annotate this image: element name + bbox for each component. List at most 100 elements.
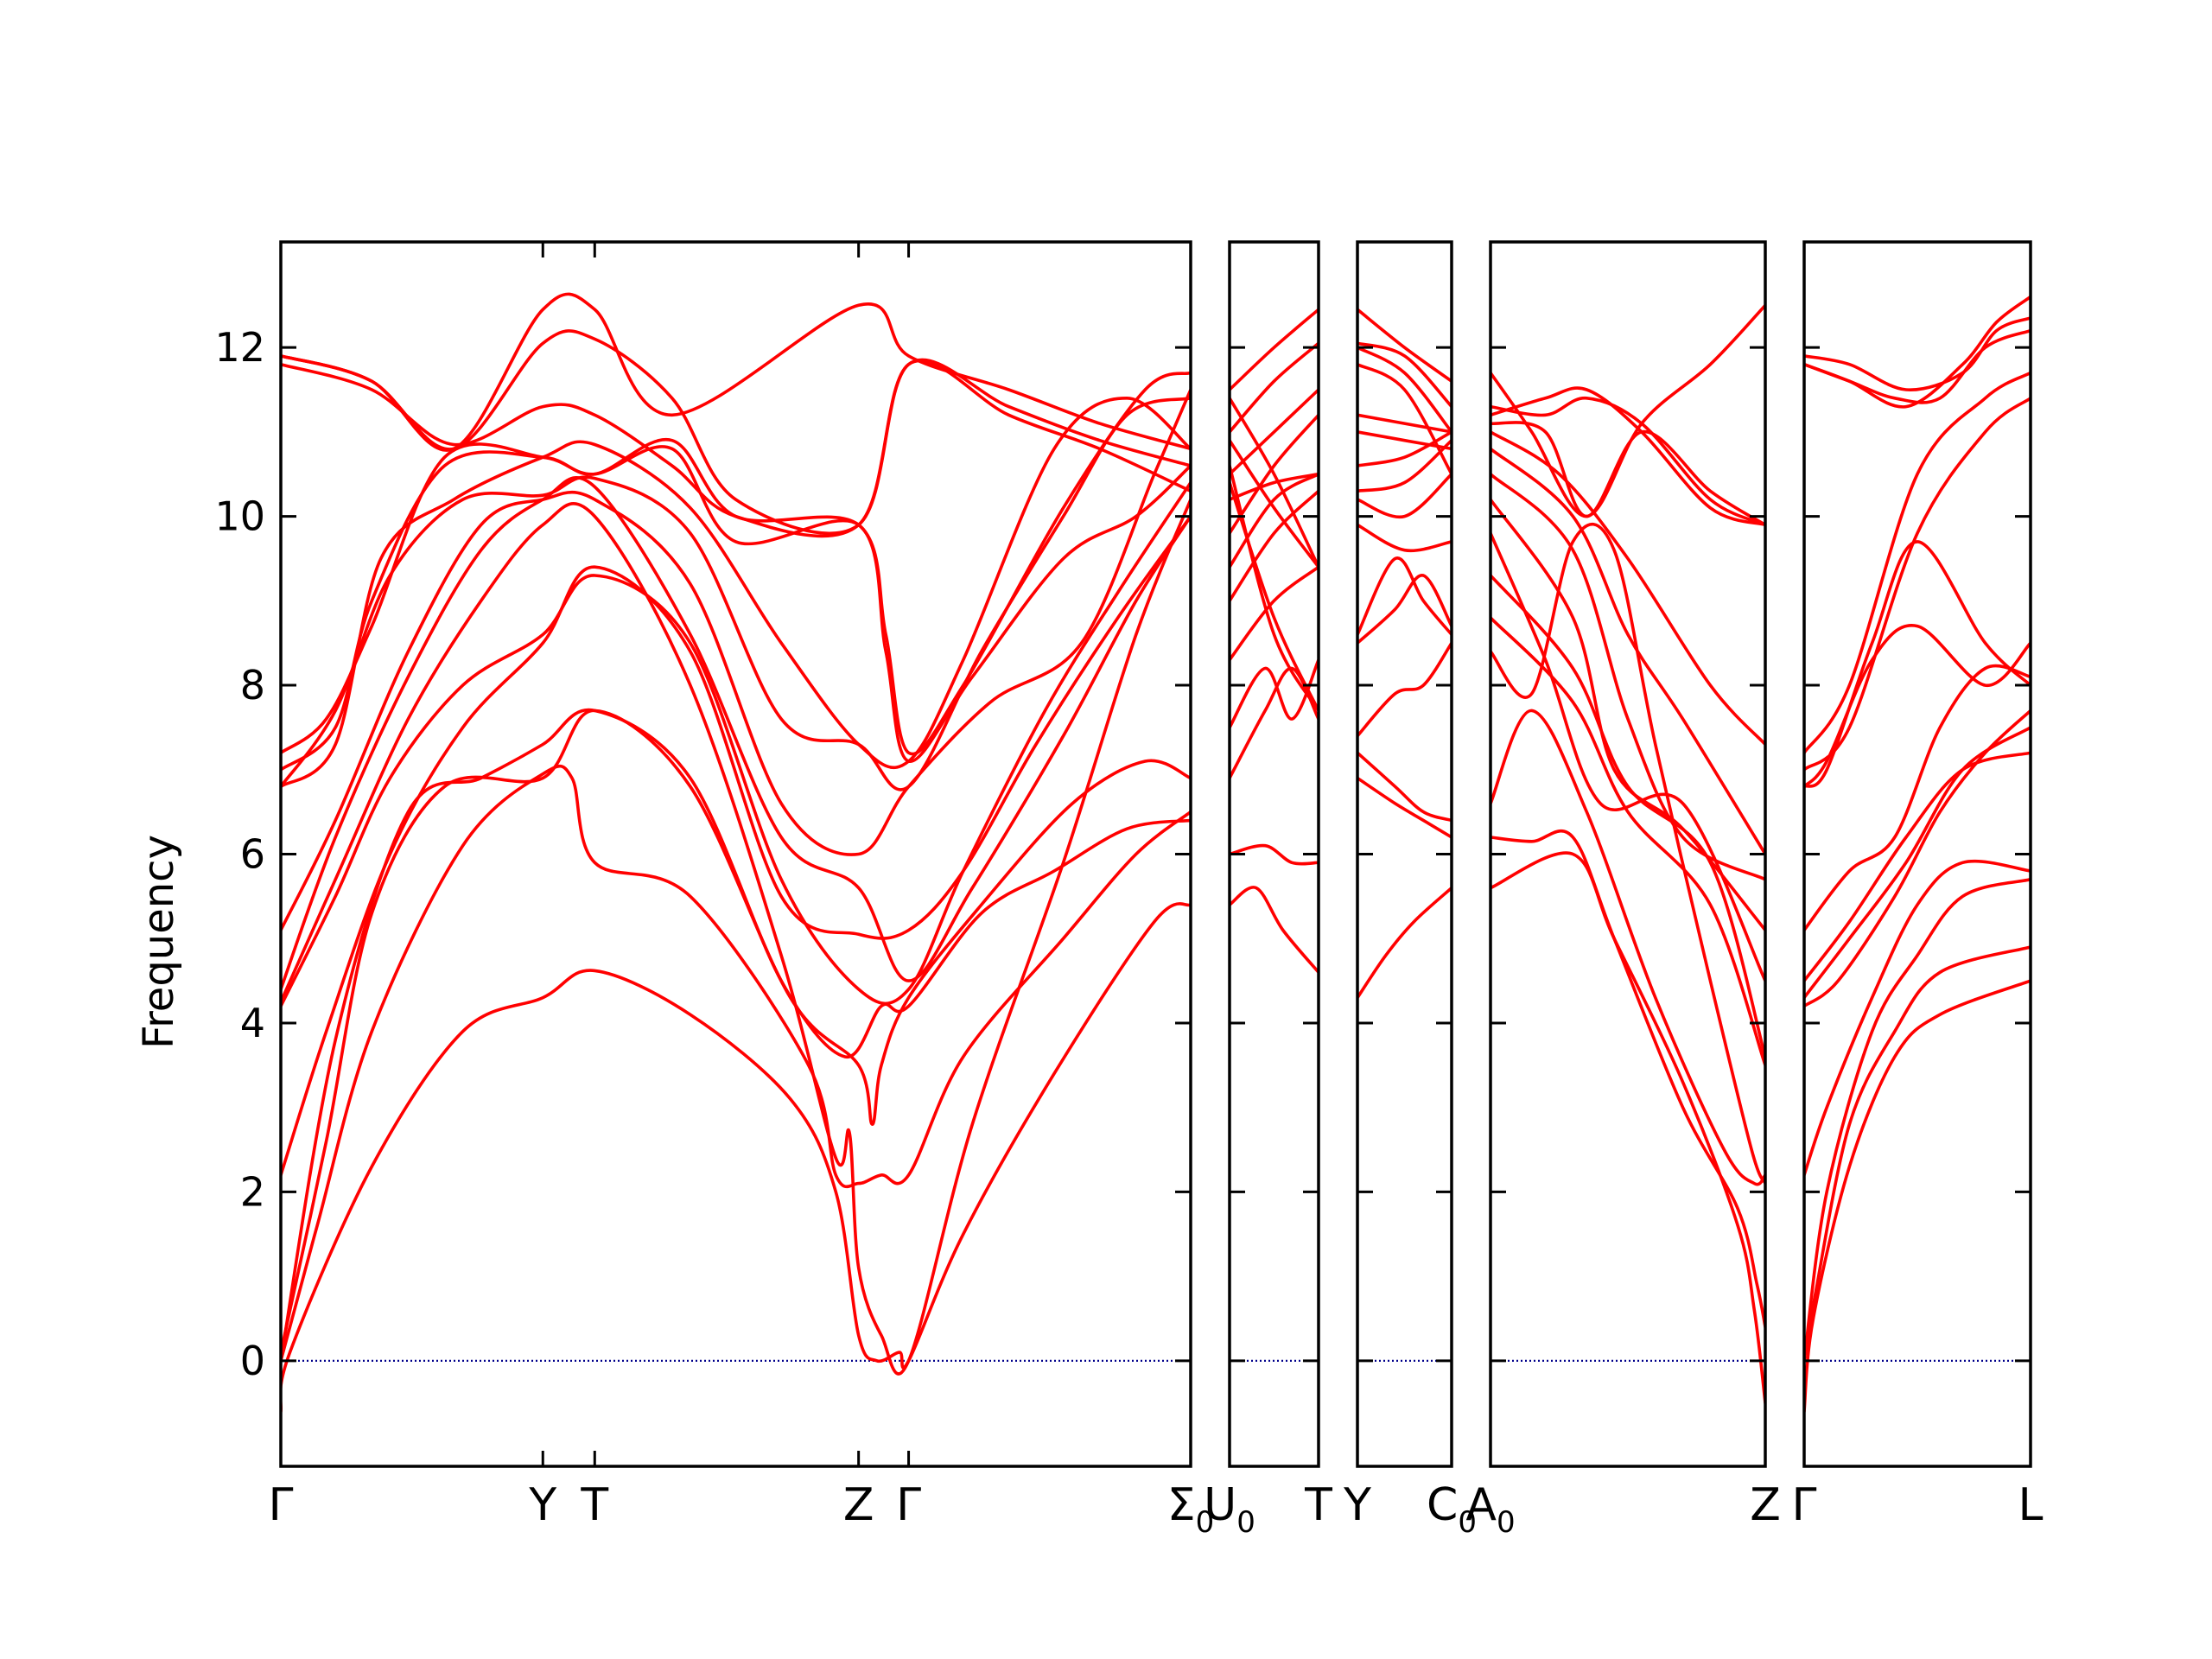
band-line-1 bbox=[1357, 886, 1452, 1000]
band-line-1 bbox=[1804, 979, 2031, 1414]
band-line-13 bbox=[281, 442, 1191, 763]
band-line-11 bbox=[1804, 397, 2031, 772]
band-line-9 bbox=[1491, 472, 1765, 881]
band-line-13 bbox=[1491, 386, 1765, 527]
band-line-9 bbox=[1804, 540, 2031, 789]
band-line-10 bbox=[1230, 341, 1319, 434]
bands-group bbox=[1491, 303, 1765, 1405]
panel-4: A0 Z bbox=[1465, 240, 1781, 1540]
band-line-6 bbox=[281, 480, 1191, 1008]
band-line-9 bbox=[1230, 388, 1319, 476]
x-tick-label: Z bbox=[1750, 1479, 1781, 1531]
band-line-10 bbox=[1491, 447, 1765, 856]
band-line-8 bbox=[1804, 664, 2031, 932]
band-line-11 bbox=[1357, 430, 1452, 451]
y-tick-label: 10 bbox=[214, 493, 265, 540]
band-line-7 bbox=[1357, 523, 1452, 553]
band-line-11 bbox=[281, 397, 1191, 789]
y-tick-label: 8 bbox=[240, 662, 265, 709]
y-tick-label: 2 bbox=[240, 1168, 265, 1215]
band-line-4 bbox=[1804, 859, 2031, 1177]
band-line-14 bbox=[1230, 464, 1319, 713]
band-line-8 bbox=[1491, 498, 1765, 932]
band-line-7 bbox=[1491, 531, 1765, 982]
band-line-16 bbox=[1357, 346, 1452, 434]
band-line-13 bbox=[1230, 438, 1319, 569]
x-tick-label: Γ bbox=[896, 1479, 921, 1531]
band-line-2 bbox=[1804, 945, 2031, 1363]
x-tick-label: Z bbox=[843, 1479, 874, 1531]
band-line-15 bbox=[1230, 480, 1319, 713]
band-line-12 bbox=[1804, 371, 2031, 754]
band-line-7 bbox=[1804, 751, 2031, 982]
band-line-10 bbox=[1357, 430, 1452, 467]
band-line-5 bbox=[1357, 574, 1452, 645]
band-line-4 bbox=[1491, 522, 1765, 1185]
band-line-16 bbox=[1230, 472, 1319, 501]
x-tick-label: L bbox=[2018, 1479, 2044, 1531]
band-line-14 bbox=[1804, 316, 2031, 391]
band-line-1 bbox=[1230, 886, 1319, 975]
band-line-10 bbox=[281, 397, 1191, 791]
y-tick-label: 6 bbox=[240, 831, 265, 878]
band-line-8 bbox=[281, 475, 1191, 991]
band-line-1 bbox=[1491, 851, 1765, 1405]
band-line-12 bbox=[1230, 397, 1319, 569]
band-line-8 bbox=[1357, 472, 1452, 519]
band-line-4 bbox=[1230, 658, 1319, 729]
panel-3: Y C0 bbox=[1343, 240, 1477, 1540]
band-line-1 bbox=[281, 902, 1191, 1414]
band-line-4 bbox=[1357, 641, 1452, 738]
bands-group bbox=[1804, 295, 2031, 1414]
x-tick-label: Γ bbox=[269, 1479, 294, 1531]
band-line-9 bbox=[1357, 438, 1452, 493]
y-tick-label: 12 bbox=[214, 324, 265, 371]
band-line-13 bbox=[1357, 362, 1452, 476]
band-line-2 bbox=[281, 764, 1191, 1363]
band-line-3 bbox=[1491, 709, 1765, 1186]
band-line-13 bbox=[1804, 328, 2031, 404]
bands-group bbox=[281, 292, 1191, 1414]
band-line-15 bbox=[1804, 295, 2031, 409]
x-tick-label: Y bbox=[1343, 1479, 1371, 1531]
x-tick-label: A0 bbox=[1465, 1479, 1515, 1540]
band-line-10 bbox=[1804, 624, 2031, 789]
band-line-6 bbox=[1357, 556, 1452, 637]
band-line-14 bbox=[1357, 341, 1452, 409]
band-line-16 bbox=[281, 292, 1191, 452]
x-tick-label: T bbox=[580, 1479, 608, 1531]
panel-2: U0 T bbox=[1204, 240, 1332, 1540]
bands-group bbox=[1357, 308, 1452, 1000]
band-line-7 bbox=[281, 498, 1191, 1376]
x-tick-label: T bbox=[1304, 1479, 1332, 1531]
band-line-14 bbox=[1491, 396, 1765, 527]
band-line-6 bbox=[1230, 489, 1319, 603]
band-line-12 bbox=[1491, 421, 1765, 527]
band-line-9 bbox=[281, 388, 1191, 932]
band-line-4 bbox=[281, 709, 1191, 1354]
band-line-2 bbox=[1357, 776, 1452, 839]
band-line-11 bbox=[1491, 430, 1765, 747]
band-line-5 bbox=[281, 514, 1191, 1177]
band-line-5 bbox=[1804, 709, 2031, 1008]
band-line-15 bbox=[1491, 303, 1765, 518]
band-line-2 bbox=[1491, 830, 1765, 1329]
band-line-2 bbox=[1230, 843, 1319, 866]
band-line-12 bbox=[1357, 413, 1452, 434]
band-line-6 bbox=[1804, 726, 2031, 1000]
band-line-11 bbox=[1230, 308, 1319, 391]
band-line-14 bbox=[281, 359, 1191, 538]
y-axis-label: Frequency bbox=[135, 835, 183, 1049]
x-tick-label: U0 bbox=[1204, 1479, 1255, 1540]
x-tick-label: Γ bbox=[1792, 1479, 1817, 1531]
band-line-6 bbox=[1491, 574, 1765, 1058]
band-line-7 bbox=[1230, 472, 1319, 569]
y-tick-label: 0 bbox=[240, 1338, 265, 1384]
band-line-3 bbox=[1804, 878, 2031, 1363]
band-line-15 bbox=[1357, 308, 1452, 383]
band-line-8 bbox=[1230, 413, 1319, 535]
